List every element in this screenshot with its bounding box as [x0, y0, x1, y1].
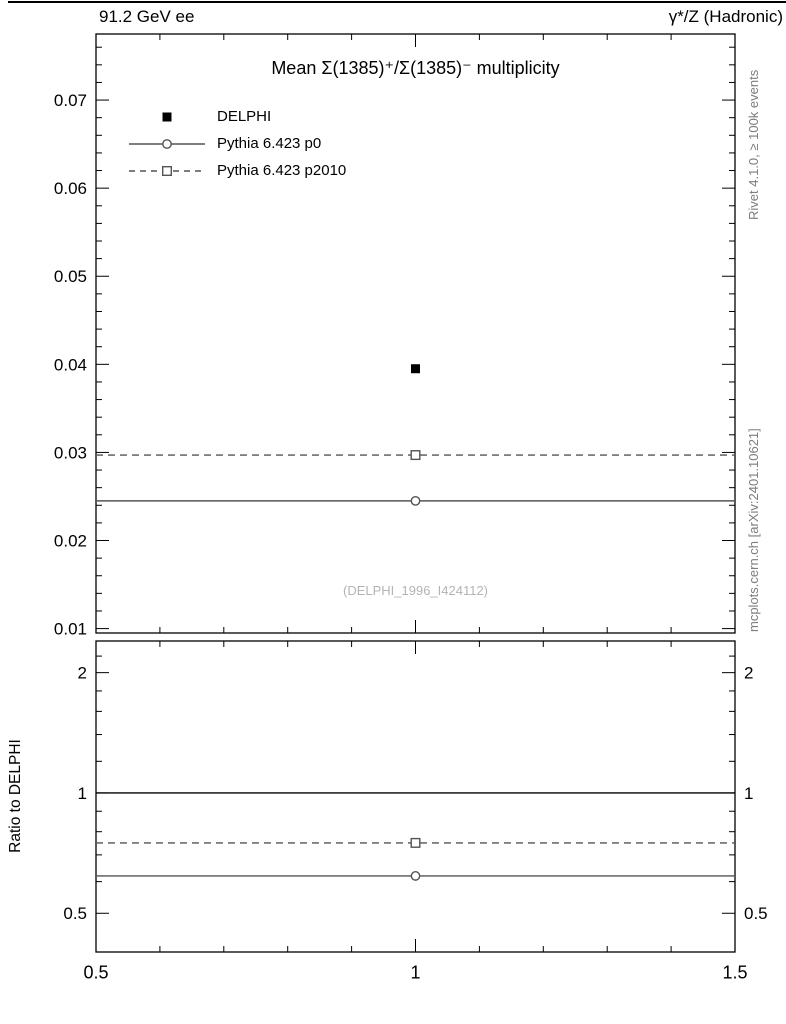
legend-item-delphi: DELPHI [127, 103, 346, 130]
mcplots-attribution-label: mcplots.cern.ch [arXiv:2401.10621] [746, 428, 761, 632]
beam-energy-label: 91.2 GeV ee [99, 7, 195, 26]
plot-title: Mean Σ(1385)⁺/Σ(1385)⁻ multiplicity [271, 58, 560, 78]
legend-item-pythia-p2010: Pythia 6.423 p2010 [127, 157, 346, 184]
ratio-y-tick-label-right: 1 [744, 784, 753, 803]
legend-marker-pythia-p2010-icon [129, 165, 205, 176]
main-y-tick-label: 0.03 [54, 443, 87, 462]
marker-open-circle [410, 871, 421, 881]
marker-open-square [410, 450, 421, 461]
legend-marker-delphi-icon [162, 112, 172, 121]
ratio-y-tick-label-right: 2 [744, 664, 753, 683]
rivet-version-label: Rivet 4.1.0, ≥ 100k events [746, 69, 761, 220]
legend-label-pythia-p2010: Pythia 6.423 p2010 [217, 162, 347, 179]
legend: DELPHI Pythia 6.423 p0 Pythia 6.423 p201… [127, 103, 346, 184]
x-tick-label: 1.5 [722, 962, 747, 982]
ratio-panel-frame [95, 640, 736, 953]
x-tick-label: 0.5 [83, 962, 108, 982]
ratio-y-tick-label-left: 2 [78, 664, 87, 683]
legend-label-delphi: DELPHI [217, 108, 272, 125]
marker-open-circle [410, 495, 421, 506]
marker-filled-square [411, 364, 420, 374]
analysis-id-watermark: (DELPHI_1996_I424112) [342, 583, 489, 598]
ratio-y-axis-title: Ratio to DELPHI [7, 739, 24, 853]
legend-item-pythia-p0: Pythia 6.423 p0 [127, 130, 346, 157]
ratio-y-tick-label-left: 1 [78, 784, 87, 803]
marker-open-square [410, 837, 421, 848]
legend-label-pythia-p0: Pythia 6.423 p0 [217, 135, 322, 152]
legend-marker-pythia-p0-icon [129, 138, 205, 149]
main-y-tick-label: 0.05 [54, 267, 87, 286]
main-y-tick-label: 0.04 [54, 355, 87, 374]
main-y-tick-label: 0.06 [54, 179, 87, 198]
main-y-tick-label: 0.01 [54, 620, 87, 639]
main-y-tick-label: 0.02 [54, 531, 87, 550]
ratio-y-tick-label-left: 0.5 [63, 904, 87, 923]
main-y-tick-label: 0.07 [54, 91, 87, 110]
ratio-y-tick-label-right: 0.5 [744, 904, 768, 923]
x-tick-label: 1 [410, 962, 420, 982]
canvas-top-border [8, 1, 786, 3]
process-label: γ*/Z (Hadronic) [668, 7, 783, 26]
